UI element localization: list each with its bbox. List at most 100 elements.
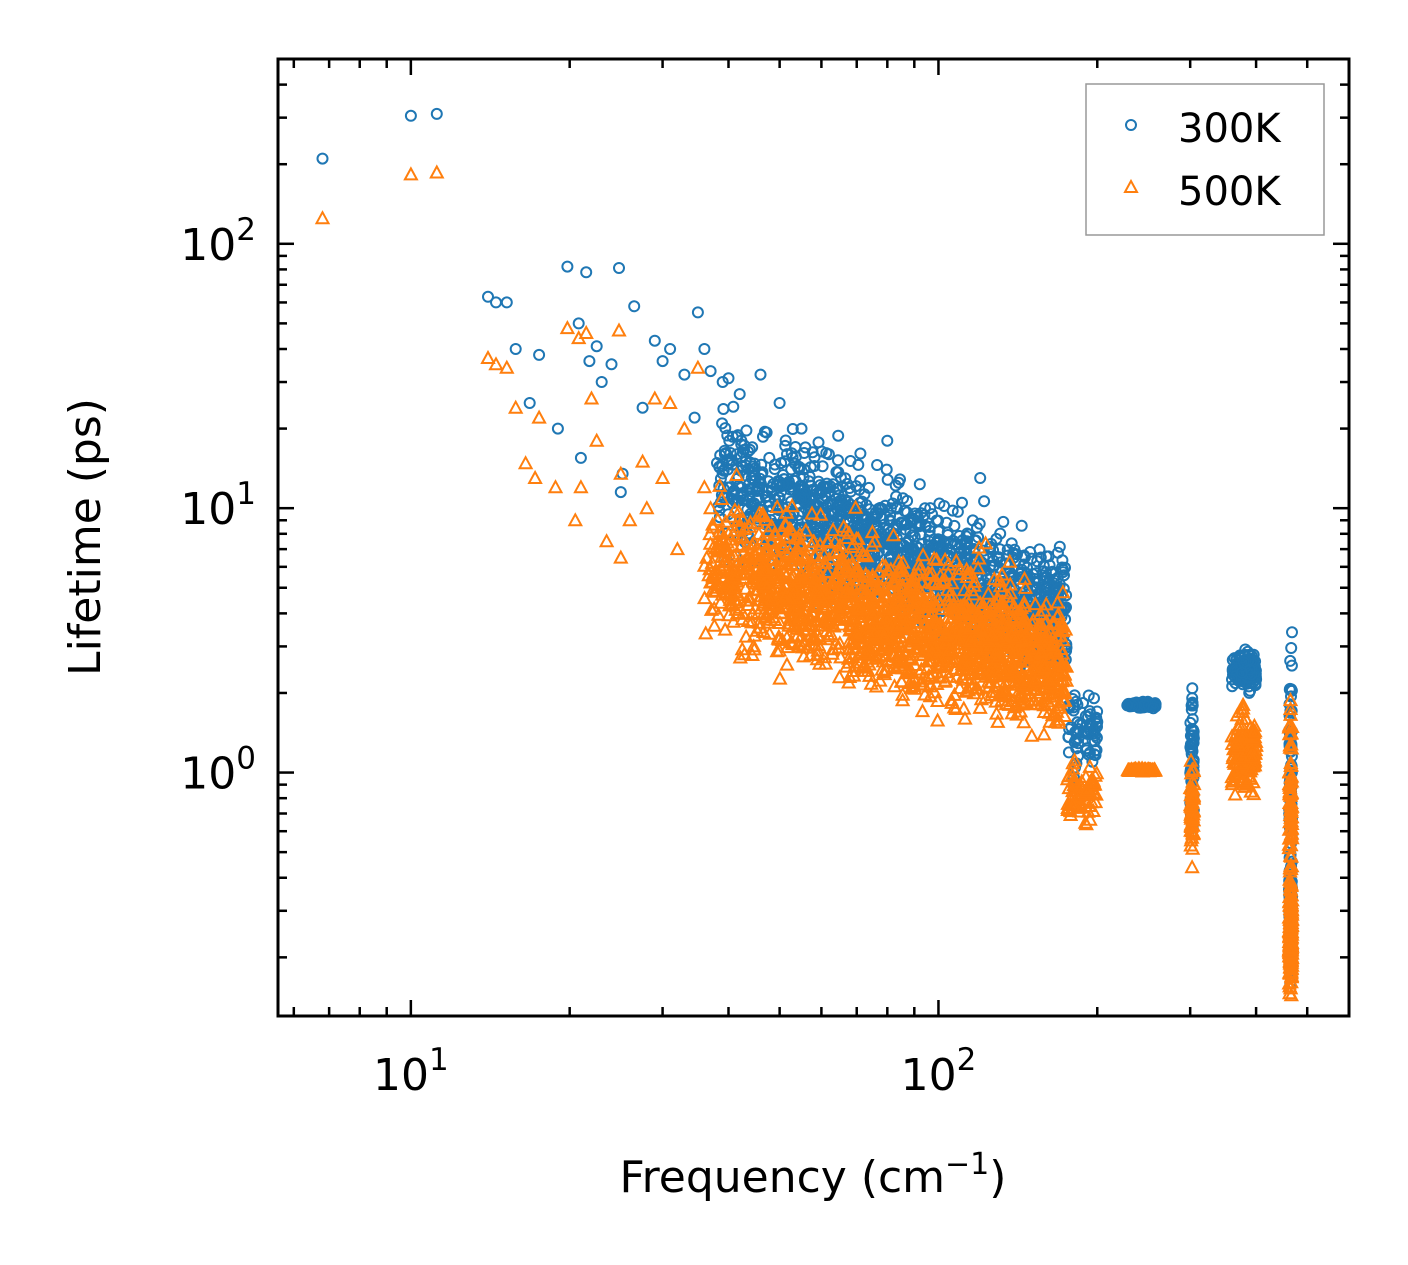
data-point-300k	[316, 152, 329, 165]
data-point-300k	[430, 107, 443, 120]
data-point-300k	[743, 490, 756, 503]
data-point-300k	[1090, 744, 1103, 757]
data-point-300k	[792, 461, 804, 474]
data-point-300k	[822, 448, 835, 461]
data-point-300k	[924, 502, 937, 515]
data-point-300k	[938, 500, 951, 512]
data-point-300k	[1071, 716, 1084, 729]
data-point-300k	[881, 434, 894, 447]
data-point-300k	[1235, 666, 1248, 679]
data-point-300k	[1059, 602, 1072, 615]
data-point-300k	[899, 523, 912, 536]
data-point-300k	[852, 458, 865, 471]
data-point-300k	[978, 495, 991, 508]
data-point-300k	[628, 300, 641, 313]
data-point-300k	[1008, 543, 1021, 556]
data-point-300k	[948, 519, 961, 532]
data-point-300k	[572, 317, 585, 330]
data-point-300k	[832, 429, 845, 442]
data-point-300k	[688, 411, 701, 424]
data-point-300k	[974, 472, 987, 484]
data-point-300k	[1187, 723, 1200, 736]
data-point-300k	[1089, 729, 1102, 742]
data-point-300k	[717, 403, 730, 415]
data-point-300k	[1062, 730, 1075, 743]
data-point-300k	[779, 434, 792, 447]
data-point-300k	[863, 503, 876, 516]
data-point-300k	[656, 355, 669, 368]
data-point-300k	[613, 262, 625, 274]
data-point-300k	[836, 480, 849, 493]
data-point-300k	[966, 514, 979, 527]
data-point-300k	[940, 516, 953, 529]
data-point-300k	[722, 372, 735, 385]
data-point-300k	[740, 424, 753, 437]
data-point-300k	[880, 544, 893, 557]
data-point-300k	[1284, 654, 1297, 667]
data-point-300k	[1186, 692, 1199, 705]
data-point-300k	[886, 497, 899, 510]
data-point-300k	[882, 532, 895, 545]
data-point-300k	[500, 296, 513, 309]
data-point-300k	[1025, 552, 1038, 565]
data-point-500k	[1027, 596, 1043, 611]
data-point-300k	[785, 447, 798, 460]
data-point-300k	[726, 458, 739, 471]
data-point-300k	[1053, 540, 1066, 553]
data-point-300k	[1001, 543, 1014, 556]
data-point-300k	[1187, 736, 1200, 749]
data-point-300k	[1062, 746, 1075, 759]
data-point-300k	[1121, 699, 1134, 712]
data-point-300k	[773, 397, 786, 409]
data-point-300k	[1091, 720, 1103, 733]
data-point-300k	[580, 266, 593, 279]
data-point-300k	[781, 501, 794, 514]
legend-label-500k: 500K	[1178, 169, 1282, 215]
legend: 300K 500K	[1085, 83, 1325, 236]
data-point-500k	[895, 686, 911, 701]
data-point-500k	[1002, 576, 1018, 591]
data-point-300k	[798, 447, 811, 459]
data-point-300k	[754, 368, 767, 381]
data-point-300k	[786, 423, 799, 435]
data-point-300k	[1077, 697, 1089, 709]
data-point-300k	[909, 507, 921, 520]
data-point-300k	[533, 348, 546, 361]
data-point-300k	[880, 463, 893, 476]
data-point-300k	[725, 454, 738, 467]
data-point-300k	[605, 358, 618, 371]
data-point-300k	[814, 487, 827, 500]
data-point-300k	[743, 443, 756, 456]
data-point-300k	[735, 434, 748, 447]
data-point-300k	[1015, 519, 1028, 532]
data-point-300k	[954, 545, 967, 558]
data-point-300k	[1037, 572, 1050, 584]
data-point-300k	[969, 534, 982, 547]
data-point-300k	[973, 517, 986, 530]
data-point-300k	[806, 446, 819, 459]
data-point-300k	[583, 355, 596, 368]
data-point-300k	[889, 479, 902, 492]
data-point-300k	[482, 290, 494, 303]
data-point-500k	[971, 539, 987, 554]
data-point-300k	[781, 448, 793, 461]
data-point-300k	[956, 496, 968, 509]
legend-label-300k: 300K	[1178, 106, 1282, 152]
data-point-300k	[704, 365, 717, 378]
data-point-300k	[718, 444, 731, 457]
data-point-300k	[1187, 732, 1200, 745]
data-point-300k	[698, 343, 711, 355]
data-point-300k	[1285, 690, 1297, 703]
data-point-300k	[1184, 729, 1197, 742]
data-point-300k	[1147, 702, 1160, 715]
data-point-300k	[716, 417, 729, 430]
data-point-300k	[871, 459, 884, 471]
data-point-300k	[751, 480, 764, 493]
data-point-300k	[779, 439, 792, 452]
data-point-300k	[723, 434, 736, 447]
data-point-300k	[1230, 652, 1243, 665]
data-point-300k	[1228, 670, 1241, 683]
data-point-300k	[509, 343, 522, 355]
data-point-300k	[1091, 715, 1104, 728]
data-point-300k	[768, 458, 781, 471]
